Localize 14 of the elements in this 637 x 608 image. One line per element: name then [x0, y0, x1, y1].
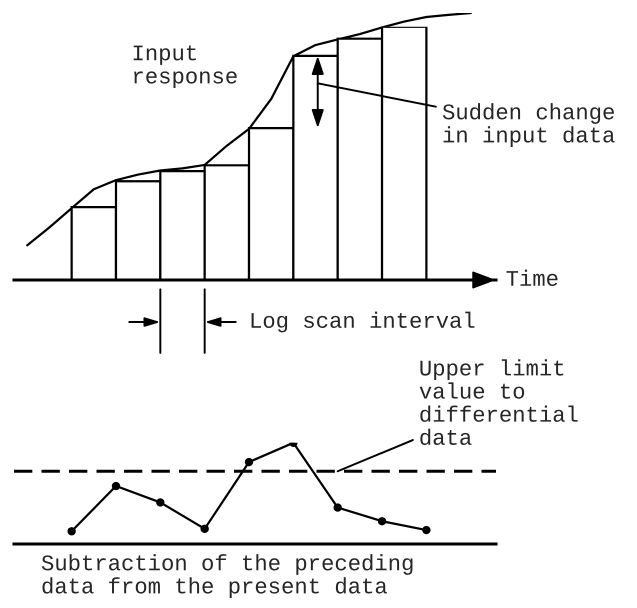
point	[67, 527, 76, 536]
ref-line-label: Upper limit value to differential data	[420, 359, 578, 446]
point	[156, 498, 164, 507]
point	[112, 482, 120, 490]
x-axis-title: Time	[506, 270, 558, 286]
annotation: Sudden change in input data	[442, 103, 615, 147]
point	[244, 458, 254, 466]
annotation: Input response	[134, 45, 237, 88]
point	[422, 526, 431, 534]
point	[378, 517, 386, 526]
text: Log scan interval	[252, 312, 474, 332]
point	[334, 503, 342, 512]
x-axis-title: Subtraction of the preceding data from the present data	[42, 554, 412, 598]
point	[200, 524, 209, 533]
